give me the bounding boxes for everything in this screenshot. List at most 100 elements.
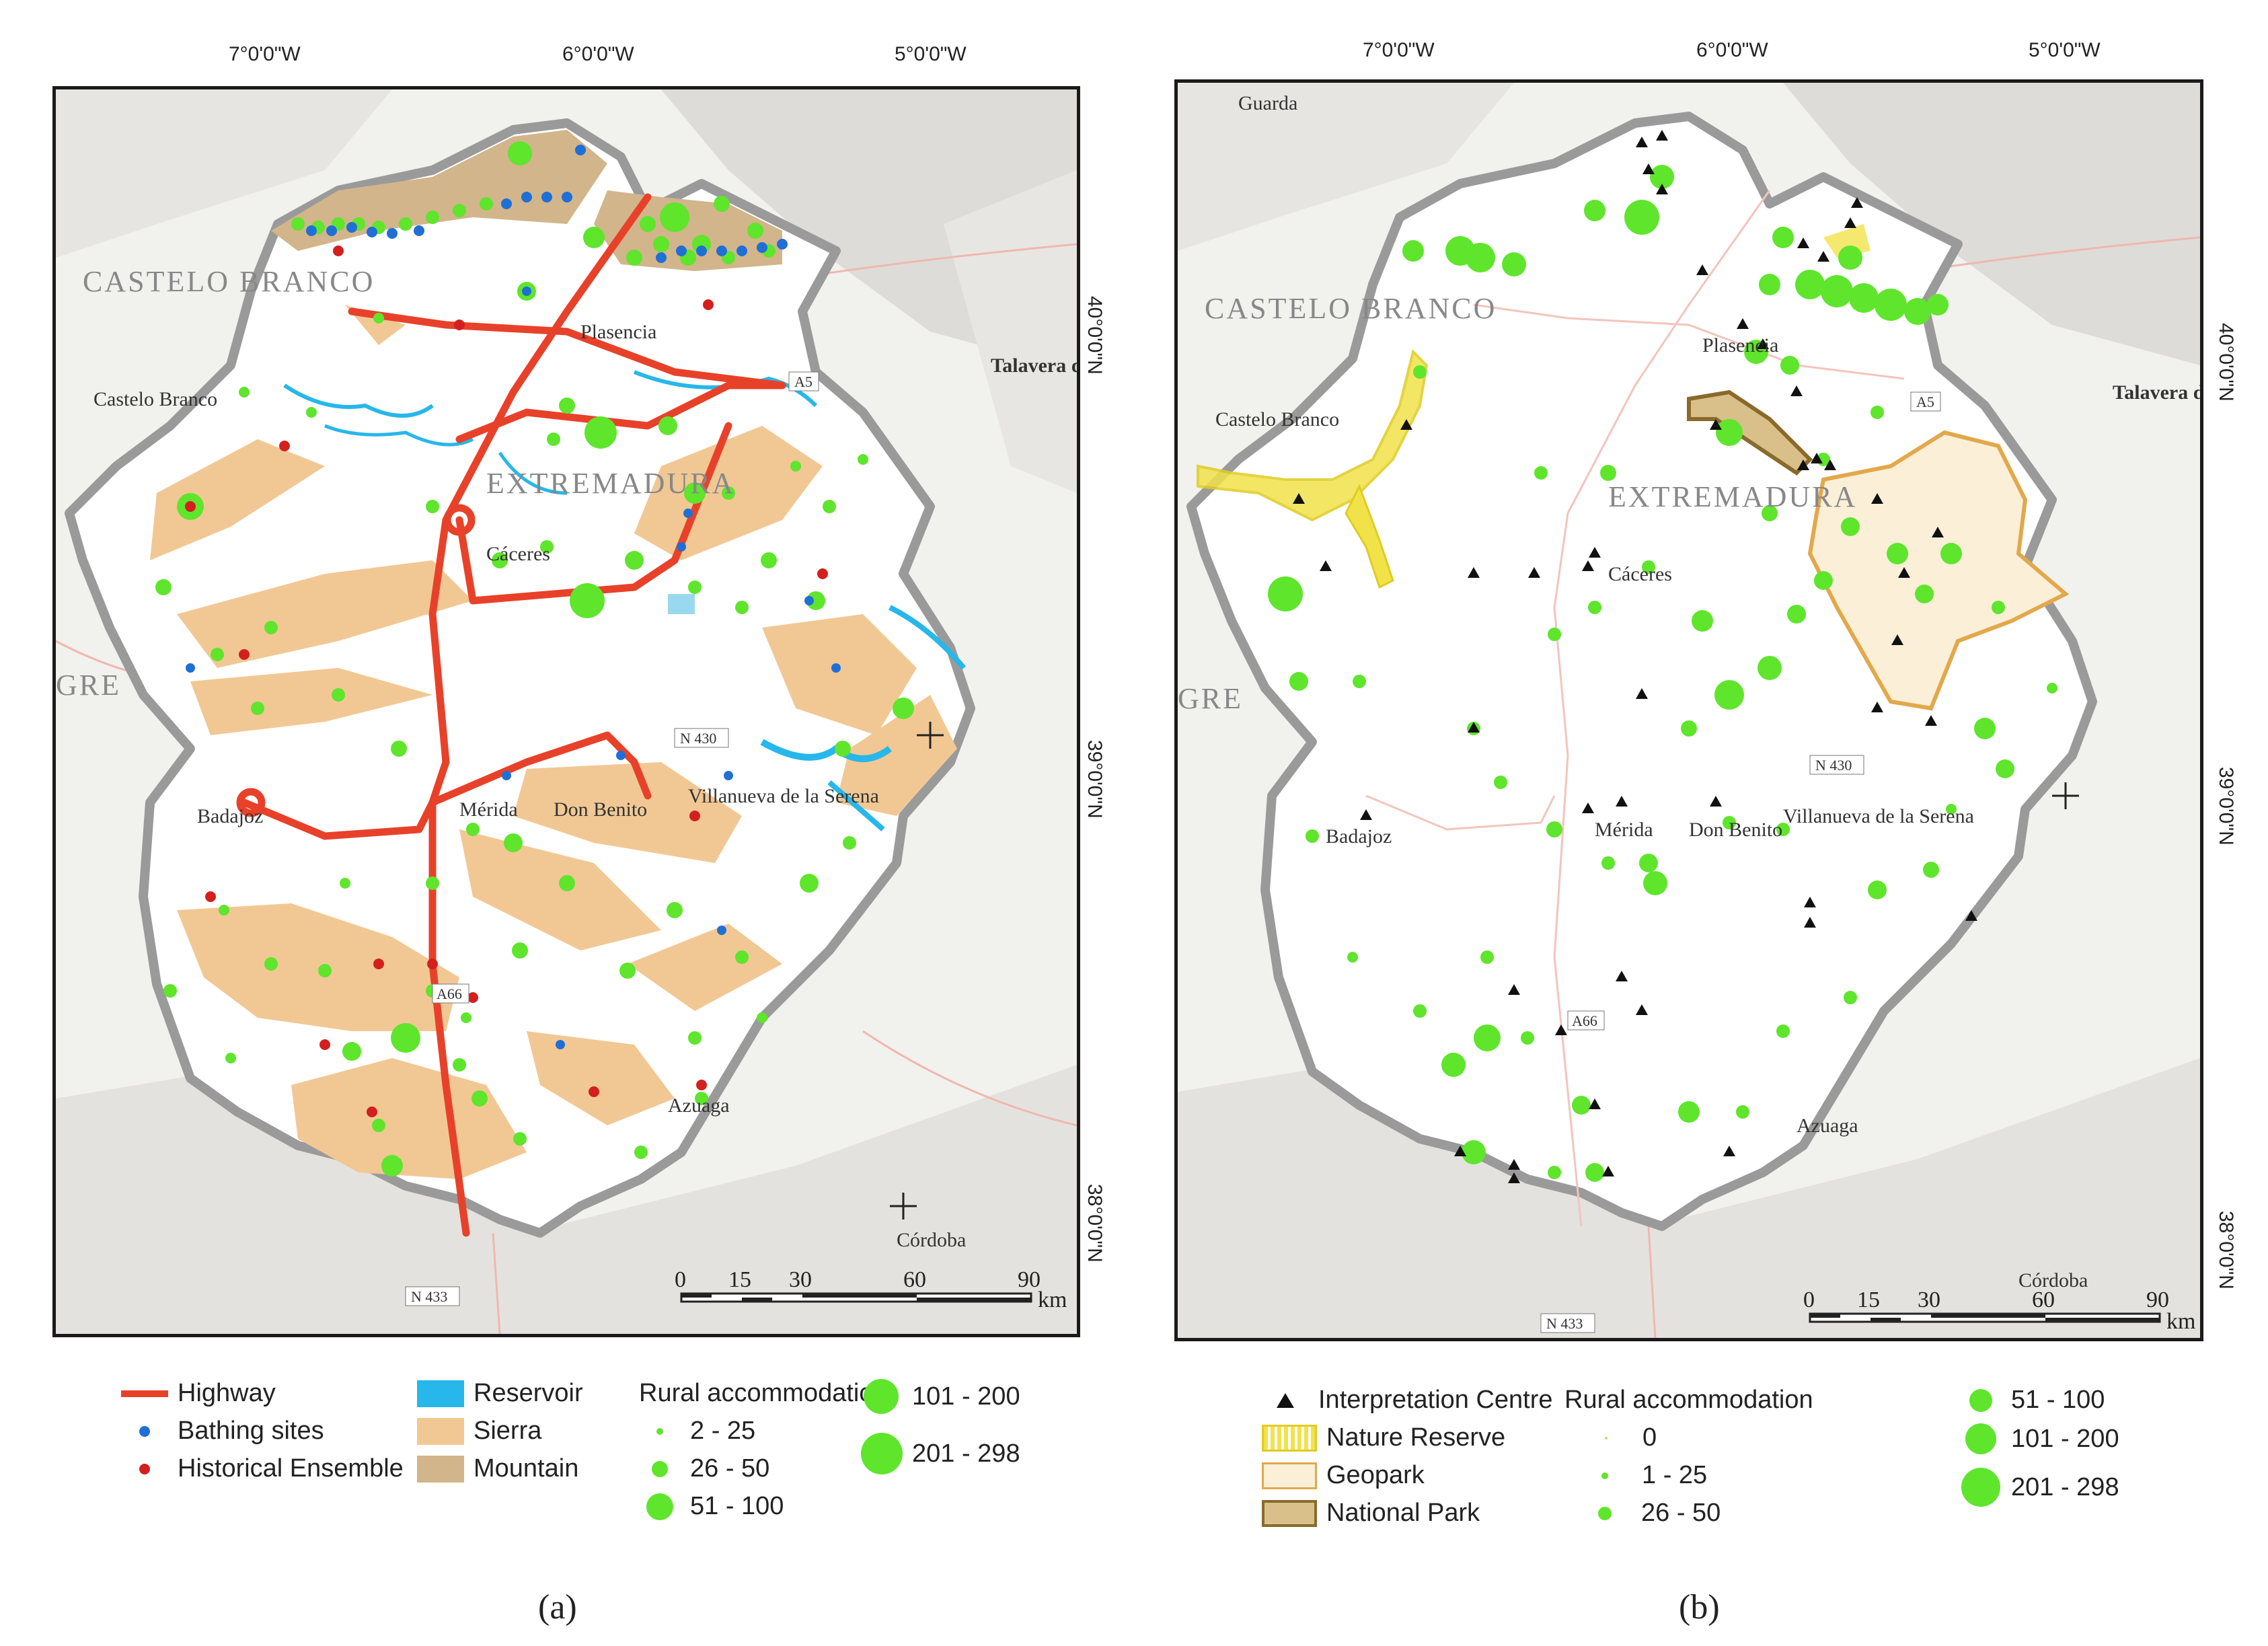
caption-a: (a) xyxy=(538,1588,577,1626)
label-gre-a: GRE xyxy=(56,669,121,702)
rural-b-r2-swatch xyxy=(1598,1506,1612,1520)
sierra-swatch xyxy=(417,1417,464,1445)
label-villanueva-b: Villanueva de la Serena xyxy=(1783,805,1974,827)
label-cordoba-b: Córdoba xyxy=(2018,1269,2088,1292)
label-merida-b: Mérida xyxy=(1595,819,1653,841)
coord-top-7w: 7°0'0"W xyxy=(229,43,301,65)
legend-b: Interpretation Centre Nature Reserve Geo… xyxy=(1262,1379,2244,1554)
legend-a-r2: 26 - 50 xyxy=(690,1454,770,1483)
scale-a-unit: km xyxy=(1038,1287,1067,1312)
rural-a-r2-swatch xyxy=(652,1460,668,1477)
legend-a-r3: 51 - 100 xyxy=(690,1492,784,1520)
scale-a-0: 0 xyxy=(675,1267,686,1292)
scale-a-60: 60 xyxy=(903,1267,926,1292)
coord-top-5w: 5°0'0"W xyxy=(895,43,967,65)
label-plasencia-b: Plasencia xyxy=(1702,334,1778,357)
scale-bar-b: 0 15 30 60 90 km xyxy=(1803,1287,2195,1334)
legend-b-r0: 0 xyxy=(1642,1423,1657,1452)
nature-swatch xyxy=(1262,1424,1317,1452)
panel-a: 7°0'0"W 6°0'0"W 5°0'0"W xyxy=(52,43,1106,1626)
bathing-swatch xyxy=(139,1425,150,1437)
label-gre-b: GRE xyxy=(1178,682,1243,715)
scale-b-90: 90 xyxy=(2146,1287,2169,1312)
label-merida-a: Mérida xyxy=(459,798,518,821)
scale-b-60: 60 xyxy=(2032,1287,2055,1312)
coord-right-38n: 38°0'0"N xyxy=(1084,1184,1106,1263)
coord-top-6w: 6°0'0"W xyxy=(562,43,634,65)
label-guarda-b: Guarda xyxy=(1238,92,1297,114)
label-castelo-branco-region-a: CASTELO BRANCO xyxy=(83,265,375,298)
legend-a: Highway Bathing sites Historical Ensembl… xyxy=(121,1372,1103,1547)
label-caceres-b: Cáceres xyxy=(1608,563,1672,585)
highway-swatch xyxy=(121,1390,168,1397)
legend-b-r5: 201 - 298 xyxy=(2011,1472,2119,1501)
label-badajoz-a: Badajoz xyxy=(197,805,263,827)
label-n430-b: N 430 xyxy=(1815,757,1852,774)
legend-b-r1: 1 - 25 xyxy=(1642,1461,1708,1489)
scale-b-30: 30 xyxy=(1918,1287,1940,1312)
label-n433-a: N 433 xyxy=(411,1288,447,1305)
legend-b-r2: 26 - 50 xyxy=(1641,1499,1721,1527)
label-a5-a: A5 xyxy=(794,373,812,390)
label-azuaga-a: Azuaga xyxy=(668,1094,730,1117)
legend-a-r4: 101 - 200 xyxy=(912,1382,1020,1411)
panel-b: 7°0'0"W 6°0'0"W 5°0'0"W xyxy=(1134,0,2268,1646)
legend-nature: Nature Reserve xyxy=(1326,1423,1506,1452)
label-cordoba-a: Córdoba xyxy=(897,1229,966,1251)
legend-national: National Park xyxy=(1326,1499,1480,1527)
label-extremadura-a: EXTREMADURA xyxy=(486,467,735,500)
rural-a-r4-swatch xyxy=(864,1379,899,1414)
legend-highway: Highway xyxy=(178,1379,276,1407)
scale-a-15: 15 xyxy=(728,1267,751,1292)
label-extremadura-b: EXTREMADURA xyxy=(1608,480,1857,513)
scale-bar-a: 0 15 30 60 90 km xyxy=(675,1267,1067,1312)
label-villanueva-a: Villanueva de la Serena xyxy=(688,785,879,807)
label-azuaga-b: Azuaga xyxy=(1797,1115,1858,1137)
rural-b-r5-swatch xyxy=(1961,1468,2000,1507)
label-castelo-branco-b: Castelo Branco xyxy=(1215,408,1339,431)
label-don-benito-b: Don Benito xyxy=(1689,819,1782,841)
caption-b: (b) xyxy=(1679,1588,1720,1626)
map-a-canvas: CASTELO BRANCO EXTREMADURA GRE Castelo B… xyxy=(56,89,1077,1334)
coord-right-40n: 40°0'0"N xyxy=(1084,296,1106,375)
label-a66-b: A66 xyxy=(1572,1012,1597,1029)
legend-mountain: Mountain xyxy=(474,1454,579,1483)
label-caceres-a: Cáceres xyxy=(486,543,550,565)
label-a66-a: A66 xyxy=(437,985,462,1002)
rural-b-r1-swatch xyxy=(1601,1472,1608,1479)
legend-b-r4: 101 - 200 xyxy=(2011,1424,2119,1453)
legend-b-r3: 51 - 100 xyxy=(2011,1386,2105,1414)
scale-b-15: 15 xyxy=(1857,1287,1880,1312)
legend-rural-title-a: Rural accommodation xyxy=(639,1379,888,1407)
label-n430-a: N 430 xyxy=(680,730,716,747)
rural-b-r0-swatch xyxy=(1605,1436,1608,1439)
legend-a-r1: 2 - 25 xyxy=(690,1417,756,1445)
scale-a-90: 90 xyxy=(1018,1267,1041,1292)
rural-b-r3-swatch xyxy=(1969,1388,1992,1412)
legend-interp: Interpretation Centre xyxy=(1318,1386,1553,1414)
label-plasencia-a: Plasencia xyxy=(580,321,656,343)
coord-top-6w-b: 6°0'0"W xyxy=(1696,39,1768,61)
label-castelo-branco-a: Castelo Branco xyxy=(93,388,217,410)
label-a5-b: A5 xyxy=(1916,394,1934,410)
label-don-benito-a: Don Benito xyxy=(554,798,647,821)
scale-b-unit: km xyxy=(2166,1309,2195,1334)
legend-sierra: Sierra xyxy=(474,1417,542,1445)
scale-a-30: 30 xyxy=(789,1267,812,1292)
interp-swatch xyxy=(1277,1392,1294,1408)
scale-b-0: 0 xyxy=(1803,1287,1815,1312)
reservoir-swatch xyxy=(417,1380,464,1407)
rural-a-r5-swatch xyxy=(861,1433,903,1474)
coord-right-39n: 39°0'0"N xyxy=(1084,740,1106,819)
label-n433-b: N 433 xyxy=(1546,1315,1583,1332)
geopark-swatch xyxy=(1262,1462,1317,1489)
label-talavera-b: Talavera de la Reina xyxy=(2113,381,2200,404)
coord-top-5w-b: 5°0'0"W xyxy=(2029,39,2101,61)
label-talavera-a: Talavera de la Reina xyxy=(991,354,1077,377)
rural-a-r1-swatch xyxy=(656,1427,663,1435)
label-castelo-branco-region-b: CASTELO BRANCO xyxy=(1205,292,1497,325)
legend-bathing: Bathing sites xyxy=(178,1417,324,1445)
map-b-canvas: CASTELO BRANCO EXTREMADURA GRE Guarda Ca… xyxy=(1178,83,2200,1338)
legend-historical: Historical Ensemble xyxy=(178,1454,404,1483)
map-b: CASTELO BRANCO EXTREMADURA GRE Guarda Ca… xyxy=(1174,79,2203,1341)
